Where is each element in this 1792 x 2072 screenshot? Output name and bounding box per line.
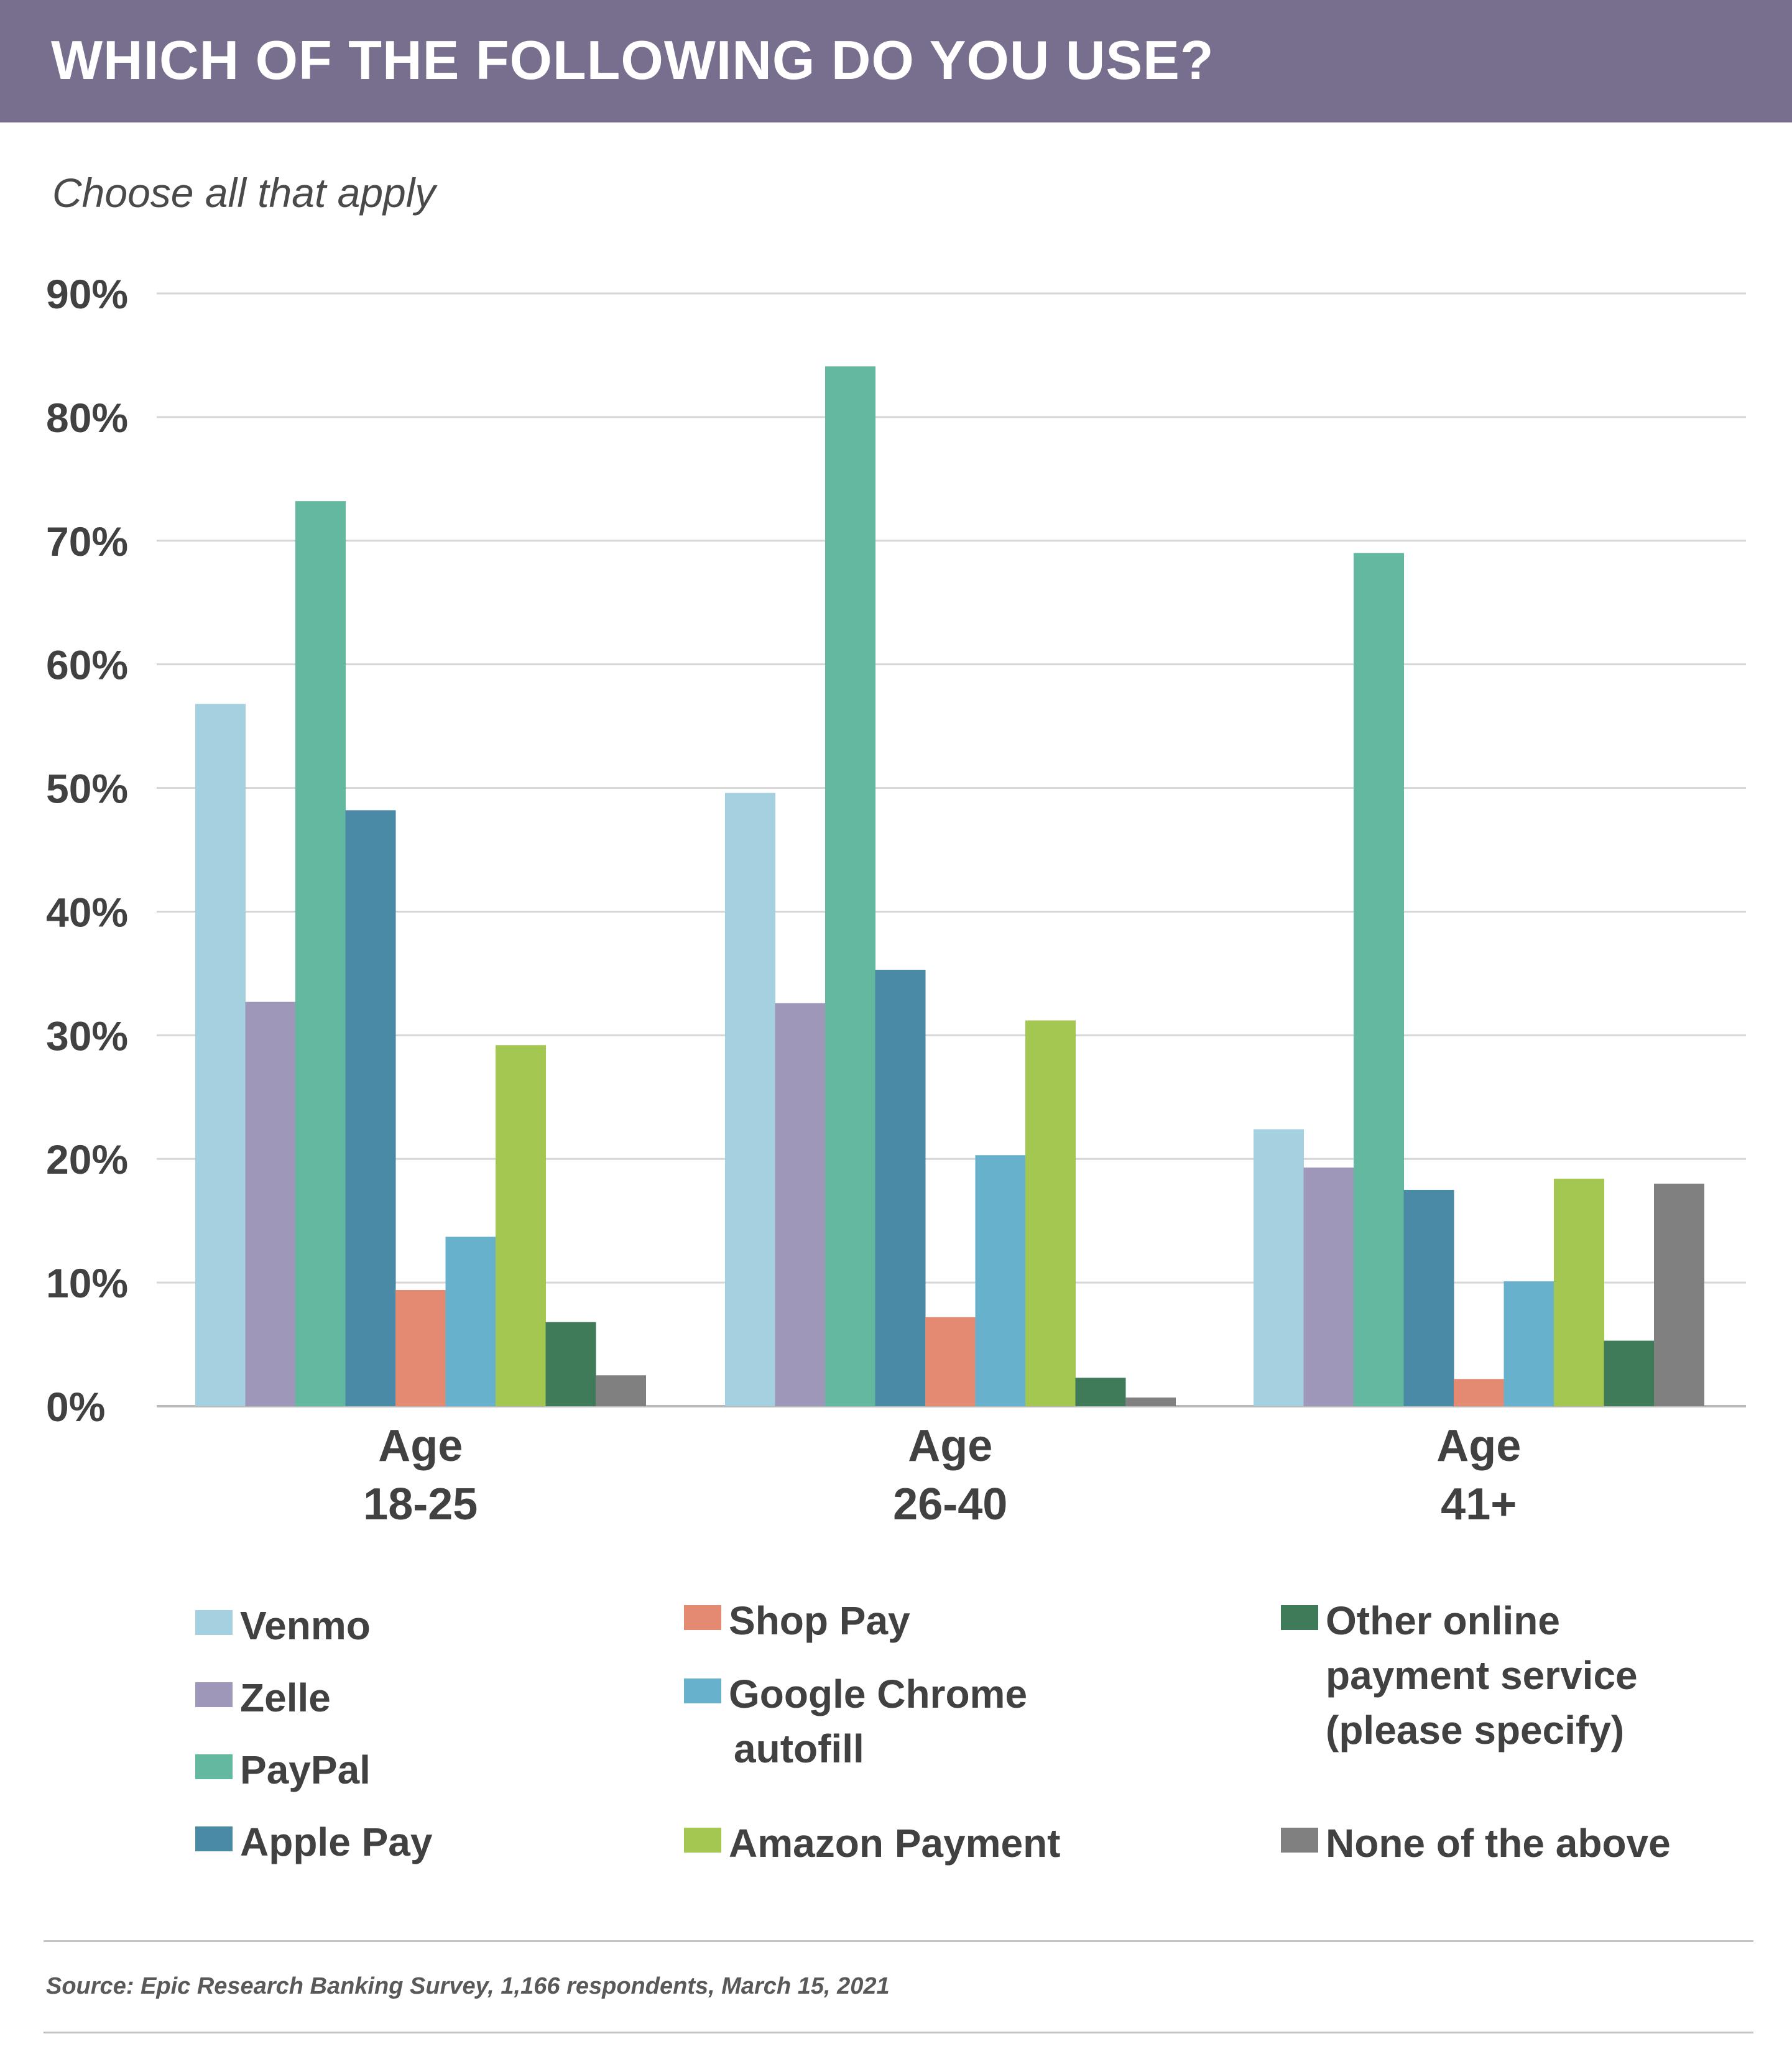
bar <box>975 1155 1026 1406</box>
legend-swatch <box>684 1828 721 1853</box>
bar <box>195 704 246 1406</box>
y-tick-label: 50% <box>46 766 128 812</box>
bar <box>775 1003 826 1406</box>
y-tick-label: 0% <box>46 1384 105 1430</box>
legend-swatch <box>684 1678 721 1703</box>
legend-label: Google Chrome <box>729 1672 1028 1716</box>
legend-label: Other online <box>1326 1598 1560 1643</box>
y-tick-label: 30% <box>46 1013 128 1059</box>
legend-label: None of the above <box>1326 1821 1671 1866</box>
bar <box>445 1236 496 1406</box>
bar <box>596 1375 646 1406</box>
legend-label: Zelle <box>240 1675 331 1720</box>
footer-divider-bottom <box>44 2032 1753 2033</box>
bar <box>1025 1020 1076 1406</box>
footer-divider-top <box>44 1940 1753 1942</box>
bar <box>345 810 396 1406</box>
legend-swatch <box>195 1682 233 1707</box>
legend-swatch <box>195 1754 233 1779</box>
bar <box>395 1290 446 1406</box>
legend-swatch <box>684 1605 721 1630</box>
bar <box>1604 1340 1655 1406</box>
legend-label: Amazon Payment <box>729 1821 1061 1866</box>
bar <box>1254 1129 1304 1406</box>
legend-label: autofill <box>734 1726 864 1771</box>
bar <box>925 1317 976 1406</box>
bar <box>545 1322 596 1406</box>
y-tick-label: 40% <box>46 889 128 935</box>
bar <box>496 1045 546 1406</box>
source-note: Source: Epic Research Banking Survey, 1,… <box>46 1973 890 1999</box>
bar <box>1125 1397 1176 1406</box>
y-tick-label: 20% <box>46 1136 128 1182</box>
legend-label: Venmo <box>240 1603 371 1648</box>
bar-chart: 0% 10% 20% 30% 40% 50% 60% 70% 80% 90% Age 18-25 Age… <box>46 271 1746 1529</box>
x-tick-label: Age <box>908 1421 992 1471</box>
legend-swatch <box>1281 1828 1318 1853</box>
legend-label: (please specify) <box>1326 1708 1625 1752</box>
legend-label: PayPal <box>240 1747 371 1792</box>
bar <box>1554 1179 1604 1406</box>
bar <box>725 793 775 1406</box>
bar <box>1503 1281 1554 1406</box>
x-tick-label: 26-40 <box>893 1480 1007 1529</box>
bar <box>1303 1167 1354 1406</box>
x-tick-label: Age <box>378 1421 463 1471</box>
legend-swatch <box>1281 1605 1318 1630</box>
x-tick-label: 41+ <box>1441 1480 1517 1529</box>
y-tick-label: 60% <box>46 642 128 688</box>
legend-label: Apple Pay <box>240 1820 433 1864</box>
chart-title: WHICH OF THE FOLLOWING DO YOU USE? <box>51 29 1214 91</box>
y-tick-label: 10% <box>46 1260 128 1306</box>
y-tick-label: 90% <box>46 271 128 317</box>
x-tick-label: Age <box>1436 1421 1521 1471</box>
y-tick-label: 70% <box>46 518 128 564</box>
bar <box>295 501 346 1407</box>
legend-swatch <box>195 1826 233 1851</box>
bar <box>245 1001 296 1406</box>
x-tick-label: 18-25 <box>363 1480 478 1529</box>
legend-label: Shop Pay <box>729 1598 910 1643</box>
bar <box>1403 1189 1454 1406</box>
bar <box>1454 1379 1504 1406</box>
bar <box>1075 1378 1126 1406</box>
bar <box>875 969 926 1406</box>
title-banner: WHICH OF THE FOLLOWING DO YOU USE? <box>0 0 1792 122</box>
chart-subtitle: Choose all that apply <box>52 170 436 216</box>
bar <box>1354 553 1404 1406</box>
bar <box>1654 1184 1704 1406</box>
bar <box>825 366 875 1406</box>
legend-swatch <box>195 1610 233 1635</box>
y-tick-label: 80% <box>46 395 128 441</box>
legend-label: payment service <box>1326 1653 1638 1698</box>
